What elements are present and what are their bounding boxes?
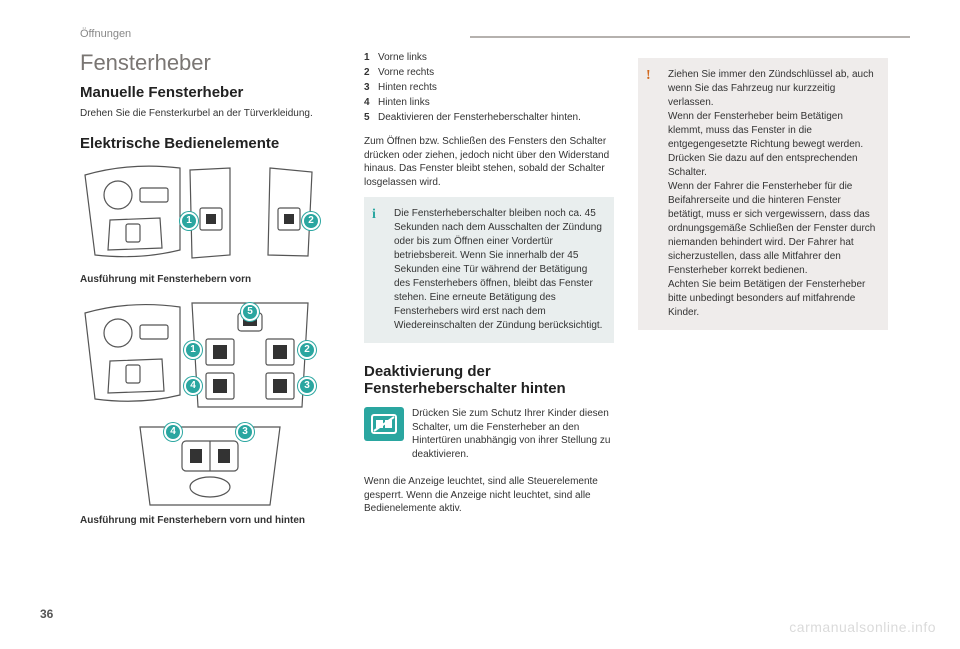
warning-box: ! Ziehen Sie immer den Zündschlüssel ab,…	[638, 58, 888, 330]
top-rule	[470, 36, 910, 38]
badge-2: 2	[298, 341, 316, 359]
badge-3: 3	[236, 423, 254, 441]
column-3: ! Ziehen Sie immer den Zündschlüssel ab,…	[638, 50, 888, 536]
paragraph-open-close: Zum Öffnen bzw. Schließen des Fensters d…	[364, 135, 614, 189]
list-item: Hinten links	[378, 95, 614, 110]
deactivate-switch-icon	[364, 407, 404, 441]
diagram-front-only: 1 2	[80, 160, 320, 270]
warning-icon: !	[646, 66, 651, 86]
diagram-front-only-svg	[80, 160, 320, 270]
heading-deactivation: Deaktivierung der Fensterheberschalter h…	[364, 363, 614, 397]
list-item: Vorne links	[378, 50, 614, 65]
heading-manual: Manuelle Fensterheber	[80, 84, 340, 101]
badge-3: 3	[298, 377, 316, 395]
warning-text: Ziehen Sie immer den Zündschlüssel ab, a…	[668, 69, 875, 318]
badge-2: 2	[302, 212, 320, 230]
deactivation-text: Drücken Sie zum Schutz Ihrer Kinder dies…	[412, 407, 614, 461]
page: Öffnungen Fensterheber Manuelle Fensterh…	[0, 0, 960, 649]
badge-1: 1	[184, 341, 202, 359]
paragraph-manual: Drehen Sie die Fensterkurbel an der Türv…	[80, 107, 340, 121]
watermark: carmanualsonline.info	[789, 619, 936, 635]
section-label: Öffnungen	[80, 28, 910, 40]
info-text: Die Fensterheberschalter bleiben noch ca…	[394, 208, 602, 331]
diagram-rear-door: 4 3	[120, 421, 300, 511]
list-item: Vorne rechts	[378, 65, 614, 80]
paragraph-indicator: Wenn die Anzeige leuchtet, sind alle Ste…	[364, 475, 614, 516]
info-icon: i	[372, 205, 376, 225]
column-2: 1Vorne links 2Vorne rechts 3Hinten recht…	[364, 50, 614, 536]
diagram-front-rear: 1 2 3 4 5	[80, 295, 320, 415]
heading-electric: Elektrische Bedienelemente	[80, 135, 340, 152]
diagram-rear-door-svg	[120, 421, 300, 511]
deactivation-row: Drücken Sie zum Schutz Ihrer Kinder dies…	[364, 407, 614, 461]
columns: Fensterheber Manuelle Fensterheber Drehe…	[80, 50, 910, 536]
info-box: i Die Fensterheberschalter bleiben noch …	[364, 197, 614, 343]
badge-1: 1	[180, 212, 198, 230]
badge-4: 4	[164, 423, 182, 441]
page-number: 36	[40, 607, 53, 621]
caption-front-only: Ausführung mit Fensterhebern vorn	[80, 274, 340, 285]
badge-4: 4	[184, 377, 202, 395]
badge-5: 5	[241, 303, 259, 321]
column-1: Fensterheber Manuelle Fensterheber Drehe…	[80, 50, 340, 536]
switch-number-list: 1Vorne links 2Vorne rechts 3Hinten recht…	[364, 50, 614, 125]
list-item: Hinten rechts	[378, 80, 614, 95]
page-title: Fensterheber	[80, 50, 340, 76]
caption-front-rear: Ausführung mit Fensterhebern vorn und hi…	[80, 515, 340, 526]
list-item: Deaktivieren der Fensterheberschalter hi…	[378, 110, 614, 125]
